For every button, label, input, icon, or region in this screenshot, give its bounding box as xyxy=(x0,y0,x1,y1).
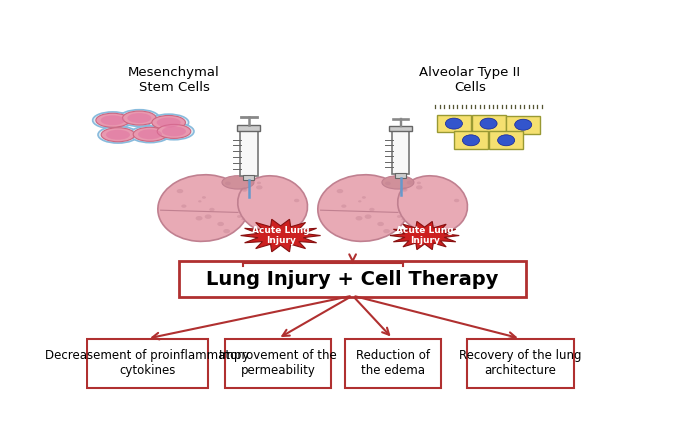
Circle shape xyxy=(480,118,497,129)
FancyBboxPatch shape xyxy=(471,115,506,132)
Ellipse shape xyxy=(98,126,138,143)
Circle shape xyxy=(356,216,363,220)
Ellipse shape xyxy=(127,113,151,123)
Circle shape xyxy=(385,182,391,185)
Circle shape xyxy=(445,118,462,129)
Text: Reduction of
the edema: Reduction of the edema xyxy=(356,350,429,377)
Circle shape xyxy=(209,208,215,211)
Text: Mesenchymal
Stem Cells: Mesenchymal Stem Cells xyxy=(128,66,220,94)
Ellipse shape xyxy=(138,129,162,139)
Ellipse shape xyxy=(100,115,125,125)
FancyBboxPatch shape xyxy=(489,132,524,149)
Circle shape xyxy=(365,215,372,219)
Circle shape xyxy=(515,119,532,130)
Ellipse shape xyxy=(157,117,181,128)
Ellipse shape xyxy=(222,176,254,189)
Circle shape xyxy=(256,185,263,190)
Circle shape xyxy=(225,182,230,185)
Circle shape xyxy=(341,204,347,208)
FancyBboxPatch shape xyxy=(454,132,488,149)
Circle shape xyxy=(407,181,413,185)
Circle shape xyxy=(397,215,401,218)
Text: Acute Lung
Injury: Acute Lung Injury xyxy=(396,226,453,245)
Circle shape xyxy=(242,187,247,190)
Circle shape xyxy=(294,199,299,202)
Circle shape xyxy=(402,187,407,190)
Text: Decreasement of proinflammatory
cytokines: Decreasement of proinflammatory cytokine… xyxy=(45,350,250,377)
Ellipse shape xyxy=(96,113,129,127)
Ellipse shape xyxy=(122,111,156,125)
Text: Improvement of the
permeability: Improvement of the permeability xyxy=(219,350,337,377)
FancyBboxPatch shape xyxy=(87,339,208,388)
Ellipse shape xyxy=(158,175,249,241)
FancyBboxPatch shape xyxy=(237,125,260,131)
Circle shape xyxy=(454,199,460,202)
Circle shape xyxy=(416,185,422,190)
Circle shape xyxy=(417,182,421,184)
Polygon shape xyxy=(241,219,321,252)
Ellipse shape xyxy=(93,112,133,128)
Circle shape xyxy=(241,218,244,220)
Circle shape xyxy=(377,222,384,226)
Circle shape xyxy=(497,135,515,146)
Ellipse shape xyxy=(101,128,135,142)
Circle shape xyxy=(237,215,241,218)
Text: Lung Injury + Cell Therapy: Lung Injury + Cell Therapy xyxy=(206,270,499,289)
Ellipse shape xyxy=(149,114,189,131)
FancyBboxPatch shape xyxy=(243,175,255,180)
Circle shape xyxy=(195,216,202,220)
FancyBboxPatch shape xyxy=(239,130,258,176)
Ellipse shape xyxy=(119,110,160,126)
Circle shape xyxy=(202,196,206,199)
Circle shape xyxy=(413,227,418,230)
Circle shape xyxy=(358,200,361,202)
Circle shape xyxy=(383,229,390,233)
FancyBboxPatch shape xyxy=(506,116,540,133)
Circle shape xyxy=(431,225,437,229)
Ellipse shape xyxy=(133,127,166,141)
FancyBboxPatch shape xyxy=(345,339,440,388)
Ellipse shape xyxy=(157,124,191,138)
FancyBboxPatch shape xyxy=(180,261,526,297)
Circle shape xyxy=(462,135,480,146)
Circle shape xyxy=(402,188,407,192)
Circle shape xyxy=(217,222,224,226)
Ellipse shape xyxy=(318,175,409,241)
Circle shape xyxy=(336,189,343,193)
Ellipse shape xyxy=(382,176,414,189)
FancyBboxPatch shape xyxy=(224,339,332,388)
Ellipse shape xyxy=(162,126,186,136)
Ellipse shape xyxy=(106,130,130,140)
Circle shape xyxy=(241,188,248,192)
Circle shape xyxy=(204,215,212,219)
Circle shape xyxy=(369,208,374,211)
Text: Acute Lung
Injury: Acute Lung Injury xyxy=(252,226,310,245)
FancyBboxPatch shape xyxy=(467,339,574,388)
Ellipse shape xyxy=(398,176,467,233)
FancyBboxPatch shape xyxy=(395,173,406,178)
FancyBboxPatch shape xyxy=(392,131,409,174)
Circle shape xyxy=(181,204,186,208)
Circle shape xyxy=(247,181,253,185)
Text: Alveolar Type II
Cells: Alveolar Type II Cells xyxy=(420,66,520,94)
Circle shape xyxy=(177,189,183,193)
Circle shape xyxy=(253,227,258,230)
Ellipse shape xyxy=(152,116,186,129)
Circle shape xyxy=(257,182,261,184)
Ellipse shape xyxy=(130,126,170,143)
Circle shape xyxy=(401,218,405,220)
Circle shape xyxy=(223,229,230,233)
FancyBboxPatch shape xyxy=(437,115,471,132)
Polygon shape xyxy=(390,221,460,250)
Circle shape xyxy=(272,225,277,229)
Circle shape xyxy=(362,196,366,199)
Ellipse shape xyxy=(154,123,194,140)
FancyBboxPatch shape xyxy=(389,126,411,132)
Text: Recovery of the lung
architecture: Recovery of the lung architecture xyxy=(460,350,582,377)
Circle shape xyxy=(198,200,202,202)
Ellipse shape xyxy=(238,176,308,233)
